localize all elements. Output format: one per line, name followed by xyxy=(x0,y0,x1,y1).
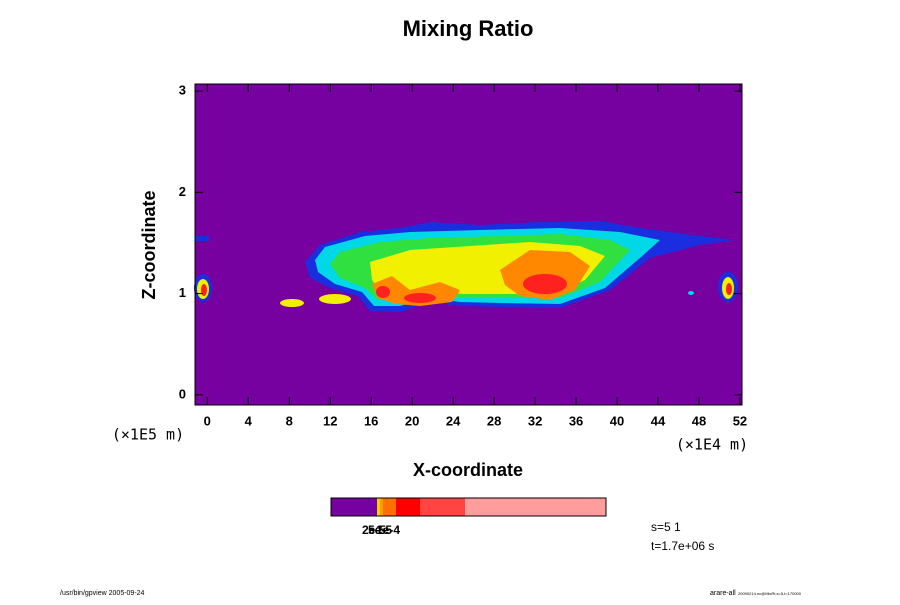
footer-right-small: 20090214.nc@MixRt,s=5,t=170000 xyxy=(738,591,802,596)
chart-title: Mixing Ratio xyxy=(403,16,534,41)
x-tick-label: 8 xyxy=(286,413,293,428)
x-tick-label: 16 xyxy=(364,413,378,428)
field-patch xyxy=(376,286,390,298)
y-unit: (×1E5 m) xyxy=(112,426,184,444)
field-patch xyxy=(319,294,351,304)
field-patch xyxy=(688,291,694,295)
x-tick-label: 28 xyxy=(487,413,501,428)
x-tick-label: 0 xyxy=(204,413,211,428)
field-patch xyxy=(201,284,207,296)
y-tick-label: 0 xyxy=(179,386,186,401)
field-patch xyxy=(726,283,732,295)
colorbar-segment xyxy=(465,498,606,516)
x-tick-label: 48 xyxy=(692,413,706,428)
colorbar-frame xyxy=(330,497,607,517)
x-unit: (×1E4 m) xyxy=(676,436,748,454)
x-tick-label: 44 xyxy=(651,413,666,428)
x-tick-label: 32 xyxy=(528,413,542,428)
x-tick-label: 36 xyxy=(569,413,583,428)
info-text: s=5 1 xyxy=(651,520,681,534)
colorbar-label: 2e-5 xyxy=(362,523,386,537)
x-axis-title: X-coordinate xyxy=(413,460,523,480)
colorbar-segment xyxy=(377,498,380,516)
colorbar-segment xyxy=(396,498,420,516)
plot-frame xyxy=(194,83,743,406)
info-text: t=1.7e+06 s xyxy=(651,539,714,553)
x-tick-label: 24 xyxy=(446,413,461,428)
colorbar-segment xyxy=(383,498,396,516)
field-patch xyxy=(280,299,304,307)
contour-field xyxy=(194,221,738,312)
x-tick-label: 40 xyxy=(610,413,624,428)
colorbar-segment xyxy=(380,498,383,516)
y-tick-label: 1 xyxy=(179,285,186,300)
colorbar xyxy=(331,498,606,516)
footer-right: arare-all xyxy=(710,590,736,597)
y-tick-label: 3 xyxy=(179,83,186,98)
colorbar-segment xyxy=(331,498,377,516)
colorbar-label: 5e-5 xyxy=(368,523,392,537)
x-tick-label: 4 xyxy=(245,413,253,428)
field-patch xyxy=(372,276,460,306)
colorbar-label: 1e-4 xyxy=(376,523,400,537)
field-patch xyxy=(523,274,567,294)
x-tick-label: 12 xyxy=(323,413,337,428)
y-tick-label: 2 xyxy=(179,184,186,199)
y-axis-title: Z-coordinate xyxy=(139,190,159,299)
field-patch xyxy=(404,293,436,303)
field-patch xyxy=(195,236,209,241)
footer-left: /usr/bin/gpview 2005-09-24 xyxy=(60,590,145,597)
x-tick-label: 52 xyxy=(733,413,747,428)
colorbar-segment xyxy=(420,498,465,516)
x-tick-label: 20 xyxy=(405,413,419,428)
